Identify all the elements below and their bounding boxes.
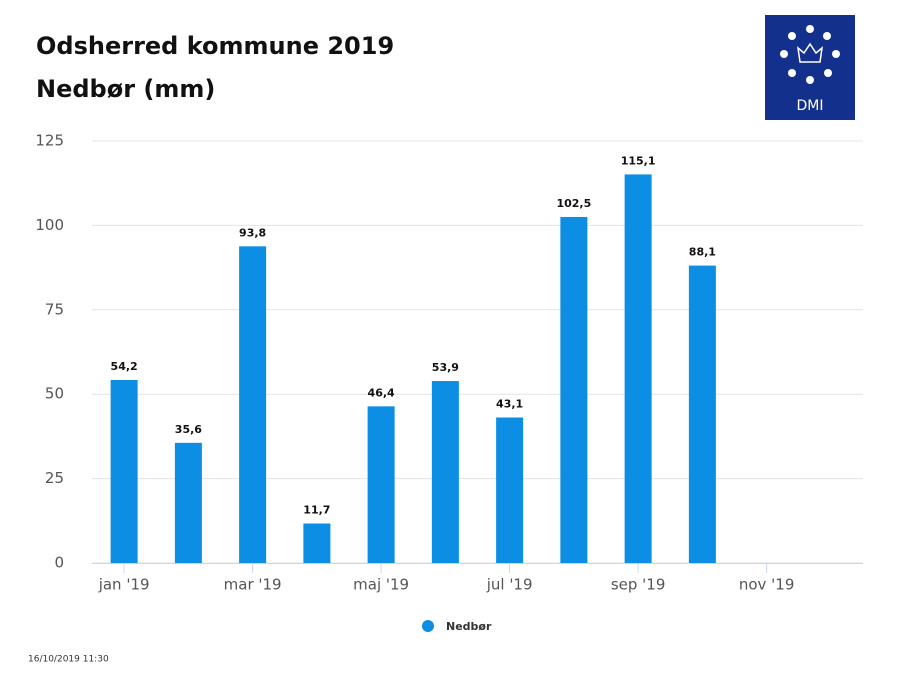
x-tick-label: maj '19 <box>353 576 409 594</box>
value-label: 11,7 <box>303 504 330 517</box>
legend-marker <box>422 620 434 632</box>
logo: DMI <box>765 15 855 120</box>
bar <box>624 174 652 563</box>
y-tick-label: 25 <box>45 469 64 487</box>
bar <box>239 246 267 563</box>
x-tick-label: nov '19 <box>739 576 795 594</box>
logo-dots <box>780 25 840 84</box>
bar <box>303 523 331 563</box>
value-label: 88,1 <box>689 246 716 259</box>
x-tick-label: jan '19 <box>98 576 150 594</box>
y-tick-label: 100 <box>35 216 64 234</box>
legend-label: Nedbør <box>446 620 492 633</box>
value-label: 54,2 <box>111 360 138 373</box>
value-label: 35,6 <box>175 423 202 436</box>
chart-title: Odsherred kommune 2019 <box>36 32 394 60</box>
x-tick-label: jul '19 <box>486 576 533 594</box>
y-tick-label: 0 <box>54 554 64 572</box>
bar <box>367 406 395 563</box>
y-tick-label: 75 <box>45 300 64 318</box>
x-tick-label: sep '19 <box>611 576 666 594</box>
bar <box>688 265 716 563</box>
y-tick-label: 125 <box>35 132 64 150</box>
y-tick-label: 50 <box>45 385 64 403</box>
value-label: 93,8 <box>239 226 266 239</box>
bar <box>110 380 138 563</box>
logo-crown <box>796 42 824 63</box>
bar <box>174 442 202 563</box>
value-label: 46,4 <box>368 386 395 399</box>
value-label: 115,1 <box>621 154 656 167</box>
bar <box>431 381 459 563</box>
logo-text: DMI <box>797 98 824 114</box>
value-label: 102,5 <box>556 197 591 210</box>
x-tick-label: mar '19 <box>224 576 282 594</box>
bar <box>496 417 524 563</box>
value-label: 53,9 <box>432 361 459 374</box>
bar <box>560 216 588 563</box>
chart-subtitle: Nedbør (mm) <box>36 75 215 103</box>
value-label: 43,1 <box>496 397 523 410</box>
footer-timestamp: 16/10/2019 11:30 <box>28 655 109 665</box>
